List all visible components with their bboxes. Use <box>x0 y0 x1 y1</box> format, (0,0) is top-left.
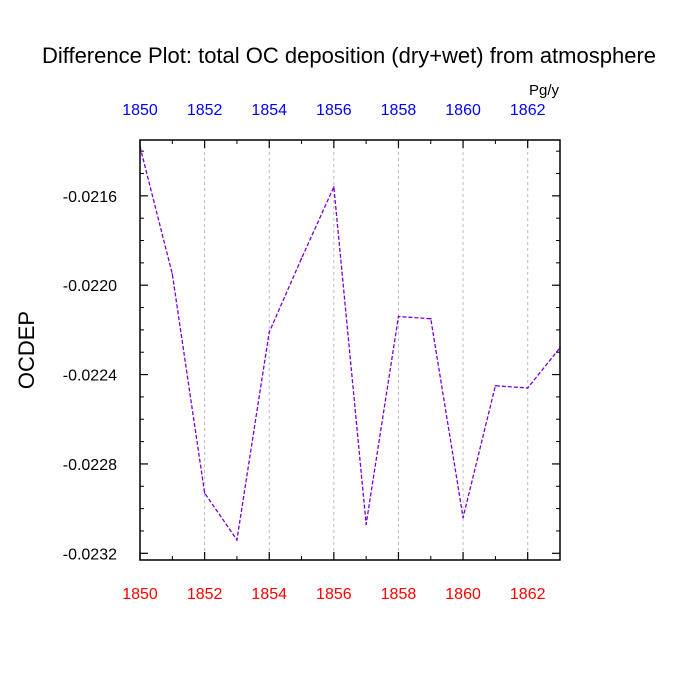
data-point-0-9 <box>429 317 432 320</box>
x-tick-label-top-6: 1862 <box>510 102 546 119</box>
data-point-0-10 <box>462 516 464 519</box>
x-tick-label-bottom-4: 1858 <box>381 586 417 603</box>
x-tick-label-bottom-1: 1852 <box>187 586 223 603</box>
data-point-0-8 <box>397 315 400 318</box>
series-line-0 <box>139 146 561 542</box>
data-point-0-1 <box>171 273 174 275</box>
tick-labels: 1850 1850 1852 1852 1854 1854 1856 1856 1858 1858… <box>63 102 546 603</box>
x-tick-label-top-4: 1858 <box>381 102 417 119</box>
x-tick-label-bottom-5: 1860 <box>445 586 481 603</box>
y-tick-label-2: -0.0224 <box>63 368 117 385</box>
data-point-0-12 <box>526 387 529 389</box>
x-tick-label-top-5: 1860 <box>445 102 481 119</box>
y-tick-label-0: -0.0216 <box>63 189 117 206</box>
x-tick-label-bottom-2: 1854 <box>251 586 287 603</box>
data-point-0-3 <box>236 539 238 541</box>
y-axis-label: OCDEP <box>14 311 39 389</box>
series-group <box>139 145 561 542</box>
x-tick-label-top-1: 1852 <box>187 102 223 119</box>
y-tick-label-1: -0.0220 <box>63 278 117 295</box>
y-tick-label-3: -0.0228 <box>63 457 117 474</box>
x-tick-label-top-2: 1854 <box>251 102 287 119</box>
x-tick-label-bottom-3: 1856 <box>316 586 352 603</box>
tick-marks <box>139 140 561 560</box>
data-point-0-7 <box>365 523 367 526</box>
data-point-0-11 <box>494 384 497 387</box>
grid-lines <box>204 140 529 560</box>
plot-frame <box>139 139 561 561</box>
data-point-0-5 <box>300 257 303 260</box>
y-tick-label-4: -0.0232 <box>63 546 117 563</box>
data-point-0-2 <box>203 492 206 494</box>
units-label: Pg/y <box>529 82 560 99</box>
data-point-0-6 <box>333 186 335 188</box>
chart-title: Difference Plot: total OC deposition (dr… <box>42 43 656 68</box>
data-point-0-4 <box>268 331 271 333</box>
x-tick-label-bottom-6: 1862 <box>510 586 546 603</box>
x-tick-label-top-3: 1856 <box>316 102 352 119</box>
x-tick-label-bottom-0: 1850 <box>122 586 158 603</box>
x-tick-label-top-0: 1850 <box>122 102 158 119</box>
